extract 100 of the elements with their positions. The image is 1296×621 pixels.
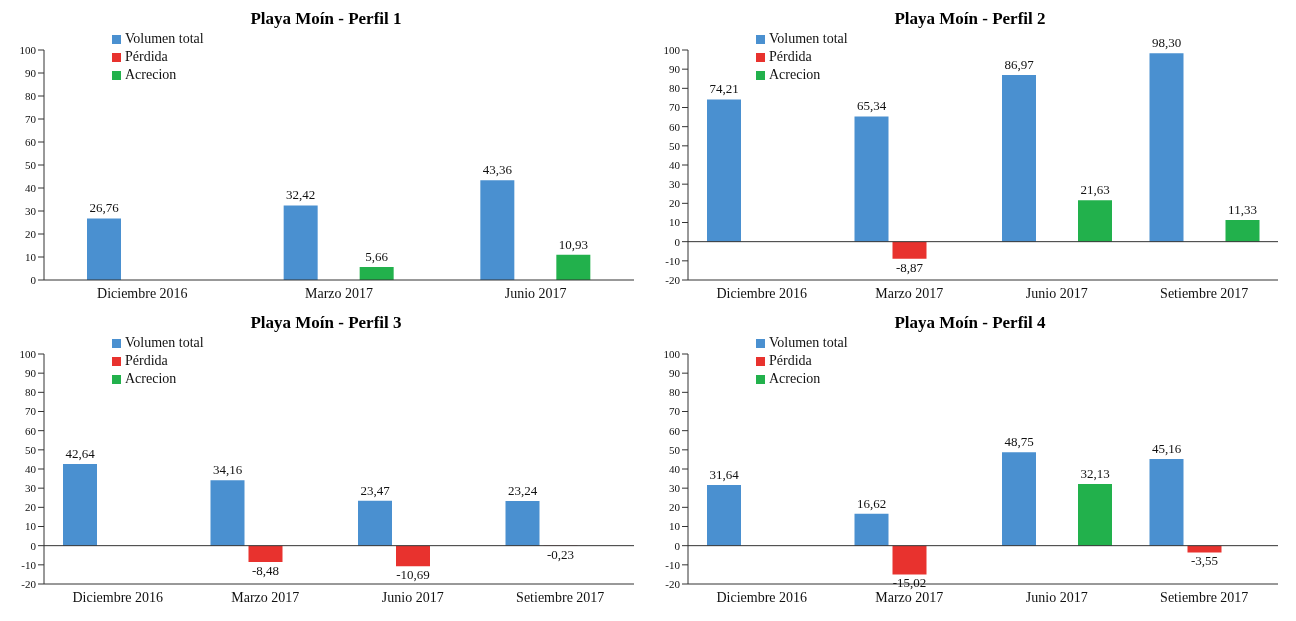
chart-title: Playa Moín - Perfil 4 <box>893 312 1047 334</box>
legend-label: Pérdida <box>125 353 168 368</box>
data-label: 10,93 <box>558 236 588 252</box>
y-tick-label: 80 <box>25 386 37 399</box>
y-tick-label: 20 <box>25 227 37 240</box>
y-tick-label: 0 <box>30 539 37 552</box>
y-tick-label: 60 <box>25 135 37 148</box>
x-tick-label: Diciembre 2016 <box>716 285 808 301</box>
data-label: -8,87 <box>895 259 924 275</box>
x-tick-label: Setiembre 2017 <box>1160 589 1249 605</box>
x-tick-label: Diciembre 2016 <box>72 589 164 605</box>
y-tick-label: -20 <box>665 577 681 590</box>
y-tick-label: 40 <box>25 181 37 194</box>
y-tick-label: 80 <box>669 82 681 95</box>
x-tick-label: Marzo 2017 <box>875 285 944 301</box>
legend-label: Volumen total <box>769 31 848 46</box>
y-tick-label: 90 <box>25 66 37 79</box>
y-tick-label: 90 <box>669 367 681 380</box>
data-label: 98,30 <box>1151 35 1182 51</box>
x-tick-label: Marzo 2017 <box>875 589 944 605</box>
x-tick-label: Setiembre 2017 <box>1160 285 1249 301</box>
legend-label: Volumen total <box>125 31 204 46</box>
x-tick-label: Marzo 2017 <box>304 285 374 301</box>
y-tick-label: 0 <box>674 235 681 248</box>
x-tick-label: Junio 2017 <box>1025 285 1088 301</box>
y-tick-label: 30 <box>669 482 681 495</box>
legend-label: Acrecion <box>769 67 821 82</box>
x-tick-label: Junio 2017 <box>381 589 444 605</box>
data-label: 65,34 <box>856 98 887 114</box>
y-tick-label: 0 <box>674 539 681 552</box>
y-tick-label: 60 <box>669 424 681 437</box>
data-label: 74,21 <box>709 81 739 97</box>
data-label: 42,64 <box>65 445 96 461</box>
y-tick-label: 40 <box>669 462 681 475</box>
x-tick-label: Junio 2017 <box>1025 589 1088 605</box>
data-label: -0,23 <box>546 547 575 563</box>
y-tick-label: 10 <box>669 520 681 533</box>
data-label: 16,62 <box>856 495 887 511</box>
y-tick-label: 30 <box>669 178 681 191</box>
y-tick-label: 40 <box>25 462 37 475</box>
y-tick-label: 80 <box>25 89 37 102</box>
y-tick-label: -10 <box>665 558 681 571</box>
y-tick-label: 100 <box>19 43 37 56</box>
y-tick-label: 100 <box>663 43 681 56</box>
y-tick-label: 30 <box>25 204 37 217</box>
x-tick-label: Setiembre 2017 <box>516 589 605 605</box>
data-label: 5,66 <box>365 248 389 264</box>
y-tick-label: 50 <box>669 443 681 456</box>
legend-label: Pérdida <box>125 49 168 64</box>
data-label: -8,48 <box>251 562 280 578</box>
y-tick-label: -10 <box>21 558 37 571</box>
x-tick-label: Diciembre 2016 <box>716 589 808 605</box>
y-tick-label: 90 <box>25 367 37 380</box>
y-tick-label: -20 <box>21 577 37 590</box>
y-tick-label: -10 <box>665 254 681 267</box>
data-label: 43,36 <box>482 162 513 178</box>
y-tick-label: 10 <box>25 520 37 533</box>
y-tick-label: 100 <box>19 347 37 360</box>
data-label: 23,24 <box>507 483 538 499</box>
data-label: -15,02 <box>892 575 927 591</box>
y-tick-label: 50 <box>25 158 37 171</box>
y-tick-label: 100 <box>663 347 681 360</box>
legend-label: Acrecion <box>125 67 177 82</box>
y-tick-label: 30 <box>25 482 37 495</box>
y-tick-label: 20 <box>25 501 37 514</box>
data-label: 48,75 <box>1004 434 1034 450</box>
x-tick-label: Diciembre 2016 <box>97 285 188 301</box>
x-tick-label: Junio 2017 <box>504 285 567 301</box>
data-label: 32,42 <box>286 187 316 203</box>
legend-label: Volumen total <box>769 335 848 350</box>
y-tick-label: 70 <box>669 405 681 418</box>
y-tick-label: 20 <box>669 501 681 514</box>
y-tick-label: 70 <box>25 405 37 418</box>
data-label: 11,33 <box>1228 201 1257 217</box>
data-label: 32,13 <box>1080 466 1110 482</box>
y-tick-label: 90 <box>669 63 681 76</box>
y-tick-label: -20 <box>665 273 681 286</box>
y-tick-label: 60 <box>25 424 37 437</box>
x-tick-label: Marzo 2017 <box>231 589 300 605</box>
chart-title: Playa Moín - Perfil 2 <box>893 8 1047 30</box>
y-tick-label: 20 <box>669 197 681 210</box>
data-label: 26,76 <box>89 200 120 216</box>
y-tick-label: 70 <box>669 101 681 114</box>
legend-label: Acrecion <box>125 371 177 386</box>
y-tick-label: 10 <box>669 216 681 229</box>
y-tick-label: 70 <box>25 112 37 125</box>
legend-label: Acrecion <box>769 371 821 386</box>
data-label: 21,63 <box>1080 182 1110 198</box>
y-tick-label: 0 <box>30 273 37 286</box>
data-label: 86,97 <box>1004 56 1035 72</box>
y-tick-label: 80 <box>669 386 681 399</box>
data-label: 23,47 <box>360 482 391 498</box>
data-label: -3,55 <box>1190 553 1219 569</box>
legend-label: Volumen total <box>125 335 204 350</box>
data-label: 31,64 <box>709 467 740 483</box>
data-label: -10,69 <box>396 567 430 583</box>
legend-label: Pérdida <box>769 353 812 368</box>
data-label: 34,16 <box>212 462 243 478</box>
y-tick-label: 50 <box>669 139 681 152</box>
legend-label: Pérdida <box>769 49 812 64</box>
